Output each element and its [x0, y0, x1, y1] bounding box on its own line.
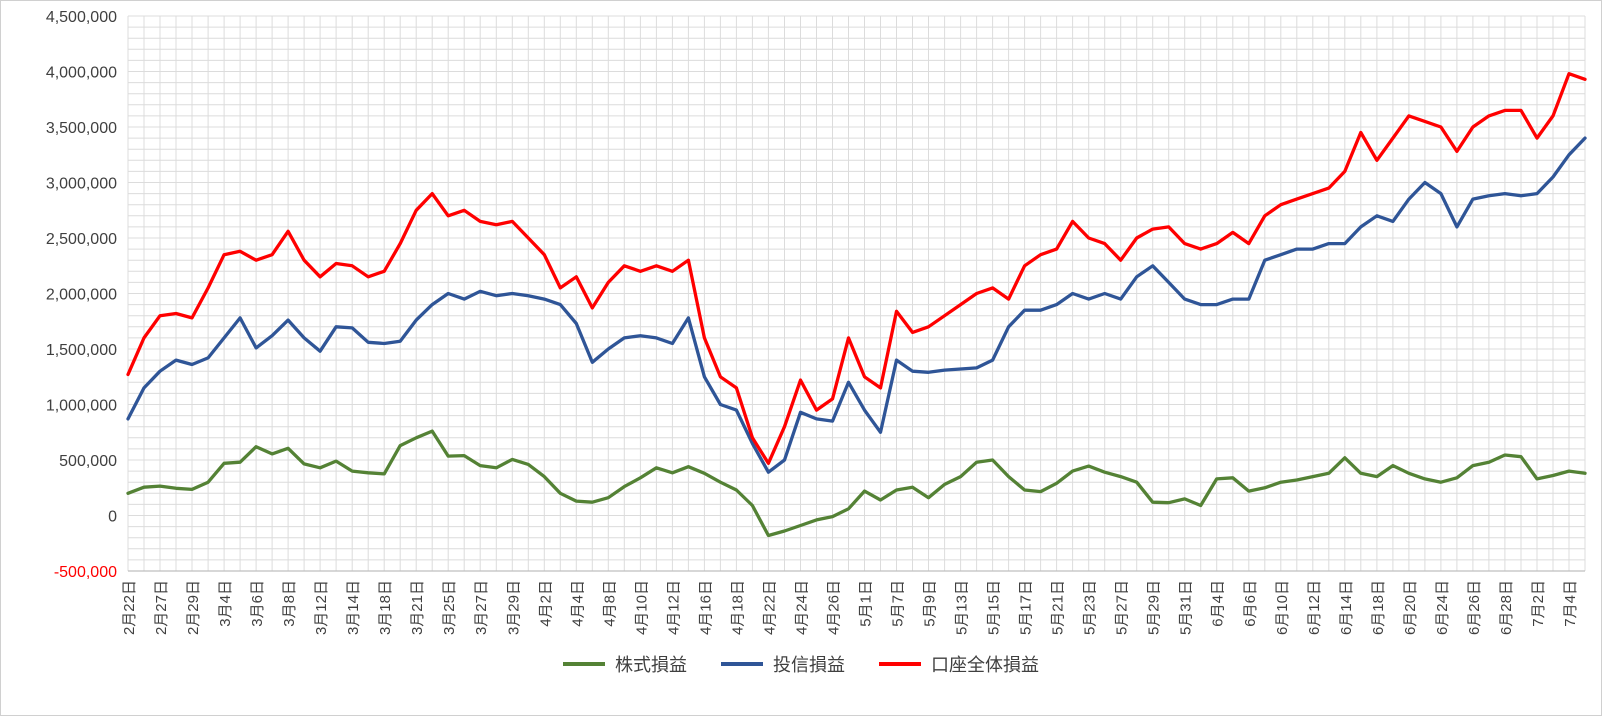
- svg-text:4月8日: 4月8日: [601, 580, 618, 627]
- svg-text:5月23日: 5月23日: [1082, 580, 1099, 635]
- svg-text:3月25日: 3月25日: [441, 580, 458, 635]
- svg-text:1,500,000: 1,500,000: [46, 342, 117, 359]
- legend-line-marker-account-total: [879, 662, 921, 666]
- svg-text:3月12日: 3月12日: [313, 580, 330, 635]
- svg-text:5月31日: 5月31日: [1178, 580, 1195, 635]
- svg-text:5月21日: 5月21日: [1050, 580, 1067, 635]
- svg-text:4月12日: 4月12日: [665, 580, 682, 635]
- svg-text:2,500,000: 2,500,000: [46, 231, 117, 248]
- svg-text:7月4日: 7月4日: [1562, 580, 1579, 627]
- svg-text:5月29日: 5月29日: [1146, 580, 1163, 635]
- svg-text:3月18日: 3月18日: [377, 580, 394, 635]
- legend-line-marker-stock: [563, 662, 605, 666]
- svg-text:3月27日: 3月27日: [473, 580, 490, 635]
- svg-text:4,500,000: 4,500,000: [46, 9, 117, 26]
- svg-text:2月22日: 2月22日: [121, 580, 138, 635]
- svg-text:4月10日: 4月10日: [633, 580, 650, 635]
- legend-line-marker-fund: [721, 662, 763, 666]
- svg-text:4月22日: 4月22日: [761, 580, 778, 635]
- svg-text:6月4日: 6月4日: [1210, 580, 1227, 627]
- svg-text:5月27日: 5月27日: [1114, 580, 1131, 635]
- svg-text:4月26日: 4月26日: [826, 580, 843, 635]
- svg-text:-500,000: -500,000: [54, 564, 117, 581]
- svg-text:4,000,000: 4,000,000: [46, 65, 117, 82]
- svg-text:5月1日: 5月1日: [858, 580, 875, 627]
- svg-text:3月4日: 3月4日: [217, 580, 234, 627]
- svg-text:5月17日: 5月17日: [1018, 580, 1035, 635]
- svg-text:6月28日: 6月28日: [1498, 580, 1515, 635]
- svg-text:3月14日: 3月14日: [345, 580, 362, 635]
- svg-text:500,000: 500,000: [59, 453, 117, 470]
- svg-text:4月16日: 4月16日: [697, 580, 714, 635]
- svg-text:0: 0: [108, 509, 117, 526]
- svg-text:5月9日: 5月9日: [922, 580, 939, 627]
- svg-text:3,500,000: 3,500,000: [46, 120, 117, 137]
- svg-text:3月6日: 3月6日: [249, 580, 266, 627]
- svg-text:3月29日: 3月29日: [505, 580, 522, 635]
- svg-text:6月12日: 6月12日: [1306, 580, 1323, 635]
- legend-label-account-total: 口座全体損益: [931, 655, 1039, 675]
- svg-text:6月14日: 6月14日: [1338, 580, 1355, 635]
- svg-text:6月6日: 6月6日: [1242, 580, 1259, 627]
- legend-item-account-total-pl[interactable]: 口座全体損益: [879, 651, 1039, 677]
- legend-item-stock-pl[interactable]: 株式損益: [563, 651, 687, 677]
- svg-text:2月27日: 2月27日: [153, 580, 170, 635]
- chart-legend: 株式損益 投信損益 口座全体損益: [1, 651, 1601, 677]
- svg-text:6月26日: 6月26日: [1466, 580, 1483, 635]
- svg-text:5月13日: 5月13日: [954, 580, 971, 635]
- svg-text:4月4日: 4月4日: [569, 580, 586, 627]
- legend-label-stock: 株式損益: [615, 655, 687, 675]
- svg-text:3,000,000: 3,000,000: [46, 176, 117, 193]
- svg-text:5月15日: 5月15日: [986, 580, 1003, 635]
- svg-text:4月18日: 4月18日: [729, 580, 746, 635]
- svg-text:6月20日: 6月20日: [1402, 580, 1419, 635]
- svg-text:4月24日: 4月24日: [794, 580, 811, 635]
- svg-text:5月7日: 5月7日: [890, 580, 907, 627]
- svg-text:3月8日: 3月8日: [281, 580, 298, 627]
- svg-text:4月2日: 4月2日: [537, 580, 554, 627]
- svg-text:2,000,000: 2,000,000: [46, 287, 117, 304]
- svg-text:7月2日: 7月2日: [1530, 580, 1547, 627]
- svg-text:2月29日: 2月29日: [185, 580, 202, 635]
- svg-text:6月10日: 6月10日: [1274, 580, 1291, 635]
- svg-text:1,000,000: 1,000,000: [46, 398, 117, 415]
- svg-text:6月18日: 6月18日: [1370, 580, 1387, 635]
- svg-text:6月24日: 6月24日: [1434, 580, 1451, 635]
- legend-label-fund: 投信損益: [773, 655, 845, 675]
- svg-text:3月21日: 3月21日: [409, 580, 426, 635]
- legend-item-fund-pl[interactable]: 投信損益: [721, 651, 845, 677]
